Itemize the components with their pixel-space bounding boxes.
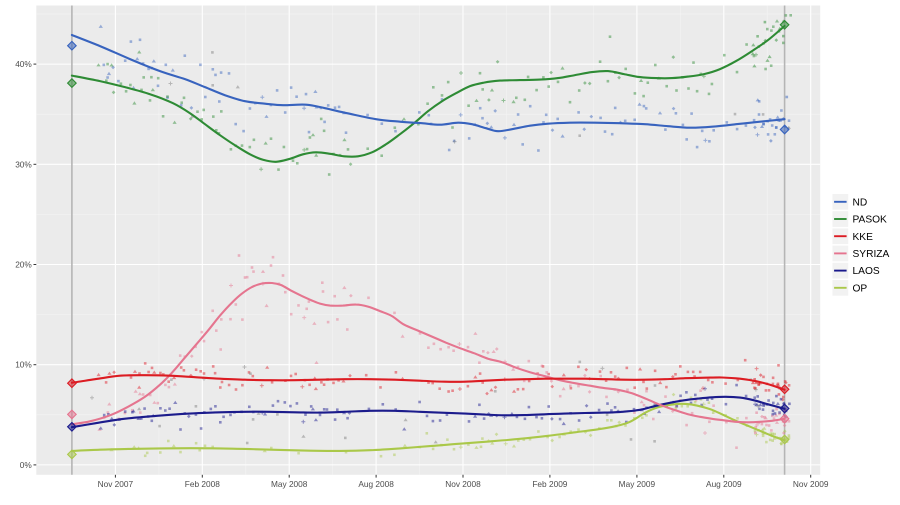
svg-text:PASOK: PASOK bbox=[853, 215, 888, 226]
svg-text:Nov 2009: Nov 2009 bbox=[793, 479, 829, 489]
svg-text:SYRIZA: SYRIZA bbox=[853, 249, 890, 260]
svg-text:May 2008: May 2008 bbox=[271, 479, 308, 489]
svg-text:20%: 20% bbox=[15, 260, 32, 270]
svg-text:10%: 10% bbox=[15, 360, 32, 370]
svg-text:30%: 30% bbox=[15, 159, 32, 169]
svg-text:LAOS: LAOS bbox=[853, 266, 880, 277]
svg-text:Aug 2009: Aug 2009 bbox=[706, 479, 742, 489]
svg-text:Aug 2008: Aug 2008 bbox=[358, 479, 394, 489]
svg-text:ND: ND bbox=[853, 197, 868, 208]
svg-text:OP: OP bbox=[853, 283, 868, 294]
svg-text:KKE: KKE bbox=[853, 232, 874, 243]
svg-text:0%: 0% bbox=[20, 460, 33, 470]
svg-text:Feb 2008: Feb 2008 bbox=[185, 479, 220, 489]
svg-text:40%: 40% bbox=[15, 59, 32, 69]
svg-text:Feb 2009: Feb 2009 bbox=[532, 479, 567, 489]
svg-text:May 2009: May 2009 bbox=[619, 479, 656, 489]
svg-text:Nov 2008: Nov 2008 bbox=[445, 479, 481, 489]
svg-text:Nov 2007: Nov 2007 bbox=[98, 479, 134, 489]
